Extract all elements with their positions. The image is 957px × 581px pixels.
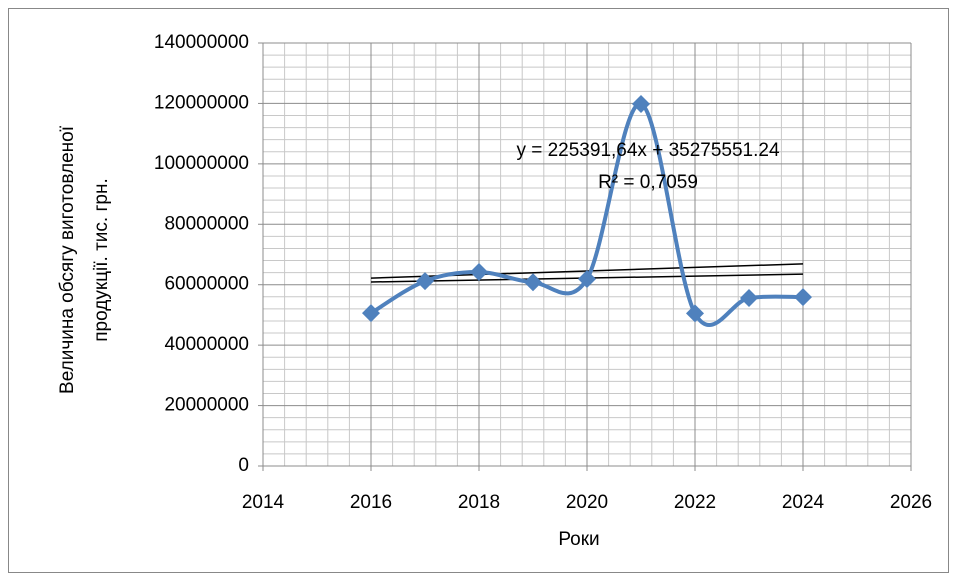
y-tick-label: 140000000	[154, 32, 249, 53]
marker	[524, 273, 542, 292]
marker	[794, 288, 812, 307]
trendline-equation: y = 225391,64x + 35275551.24	[516, 140, 780, 161]
x-tick-label: 2020	[566, 492, 608, 513]
marker	[470, 263, 488, 282]
y-tick-label: 80000000	[164, 213, 249, 234]
x-axis-label: Роки	[558, 529, 599, 550]
y-tick-label: 40000000	[164, 334, 249, 355]
y-tick-label: 120000000	[154, 92, 249, 113]
marker	[578, 269, 596, 288]
y-axis-label: Величина обсягу виготовленої	[57, 125, 78, 394]
y-tick-label: 0	[238, 455, 249, 476]
x-tick-label: 2018	[458, 492, 500, 513]
marker	[632, 95, 650, 114]
y-tick-label: 60000000	[164, 274, 249, 295]
y-tick-label: 20000000	[164, 395, 249, 416]
marker	[740, 289, 758, 308]
r-squared: R² = 0,7059	[598, 172, 698, 193]
y-tick-label: 100000000	[154, 153, 249, 174]
marker	[416, 272, 434, 291]
x-tick-label: 2022	[674, 492, 716, 513]
marker	[362, 304, 380, 323]
marker	[686, 304, 704, 323]
x-tick-label: 2024	[782, 492, 825, 513]
x-tick-label: 2014	[242, 492, 285, 513]
x-tick-label: 2026	[890, 492, 932, 513]
x-tick-label: 2016	[350, 492, 392, 513]
series-line	[369, 102, 804, 328]
y-axis-label: продукції. тис. грн.	[91, 178, 112, 342]
